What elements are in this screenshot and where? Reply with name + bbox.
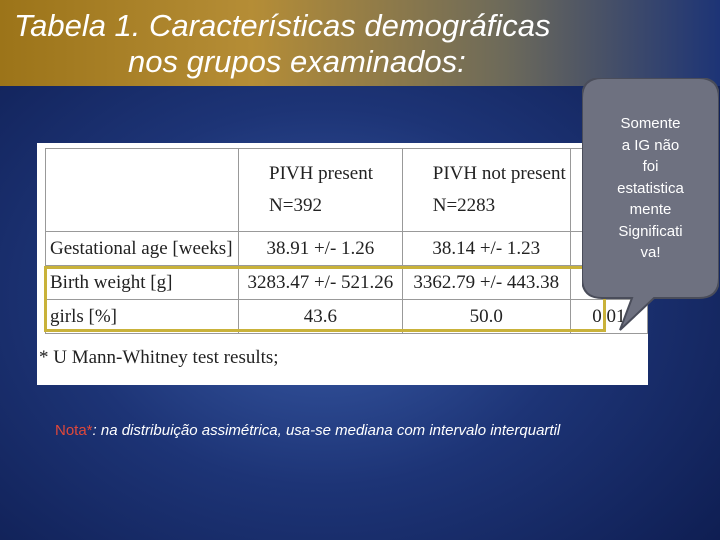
note-text: : na distribuição assimétrica, usa-se me…	[92, 422, 561, 439]
table-cell: Gestational age [weeks]	[44, 231, 240, 266]
callout-text: estatistica	[617, 179, 684, 197]
header-cell: PIVH not present N=2283	[401, 148, 571, 232]
table-row: Gestational age [weeks] 38.91 +/- 1.26 38.…	[44, 231, 649, 266]
highlight-box	[44, 266, 606, 332]
title-bar	[0, 0, 720, 86]
header-text: N=392	[269, 195, 322, 216]
header-cell	[44, 148, 240, 232]
header-text: PIVH not present	[432, 163, 566, 184]
callout-text: a IG não	[621, 136, 680, 154]
callout: Somente a IG não foi estatistica mente Signif…	[582, 78, 719, 331]
callout-shape	[582, 78, 719, 331]
note: Nota*: na distribuição assimétrica, usa-…	[55, 422, 560, 439]
footnote: * U Mann-Whitney test results;	[39, 347, 279, 368]
callout-text: mente	[629, 201, 672, 218]
header-text: N=2283	[432, 195, 496, 216]
table-cell: 43.6	[238, 299, 403, 334]
title: Tabela 1. Características demográficas	[14, 8, 551, 43]
callout-text: va!	[640, 244, 661, 261]
table-cell: 50.0	[401, 299, 571, 334]
table-cell: 38.14 +/- 1.23	[401, 231, 571, 266]
note-label: Nota*	[55, 422, 93, 439]
header-cell: PIVH present N=392	[238, 148, 403, 232]
table-cell: 38.91 +/- 1.26	[238, 231, 403, 266]
table-cell: Birth weight [g]	[44, 265, 240, 300]
callout-text: Somente	[620, 115, 681, 132]
callout-text: foi	[642, 158, 659, 175]
header-text: PIVH present	[269, 163, 373, 184]
title: nos grupos examinados:	[128, 44, 466, 79]
table-row: girls [%] 43.6 50.0 0.01	[44, 299, 649, 334]
callout-text: Significati	[618, 222, 683, 240]
table-cell: girls [%]	[44, 299, 240, 334]
